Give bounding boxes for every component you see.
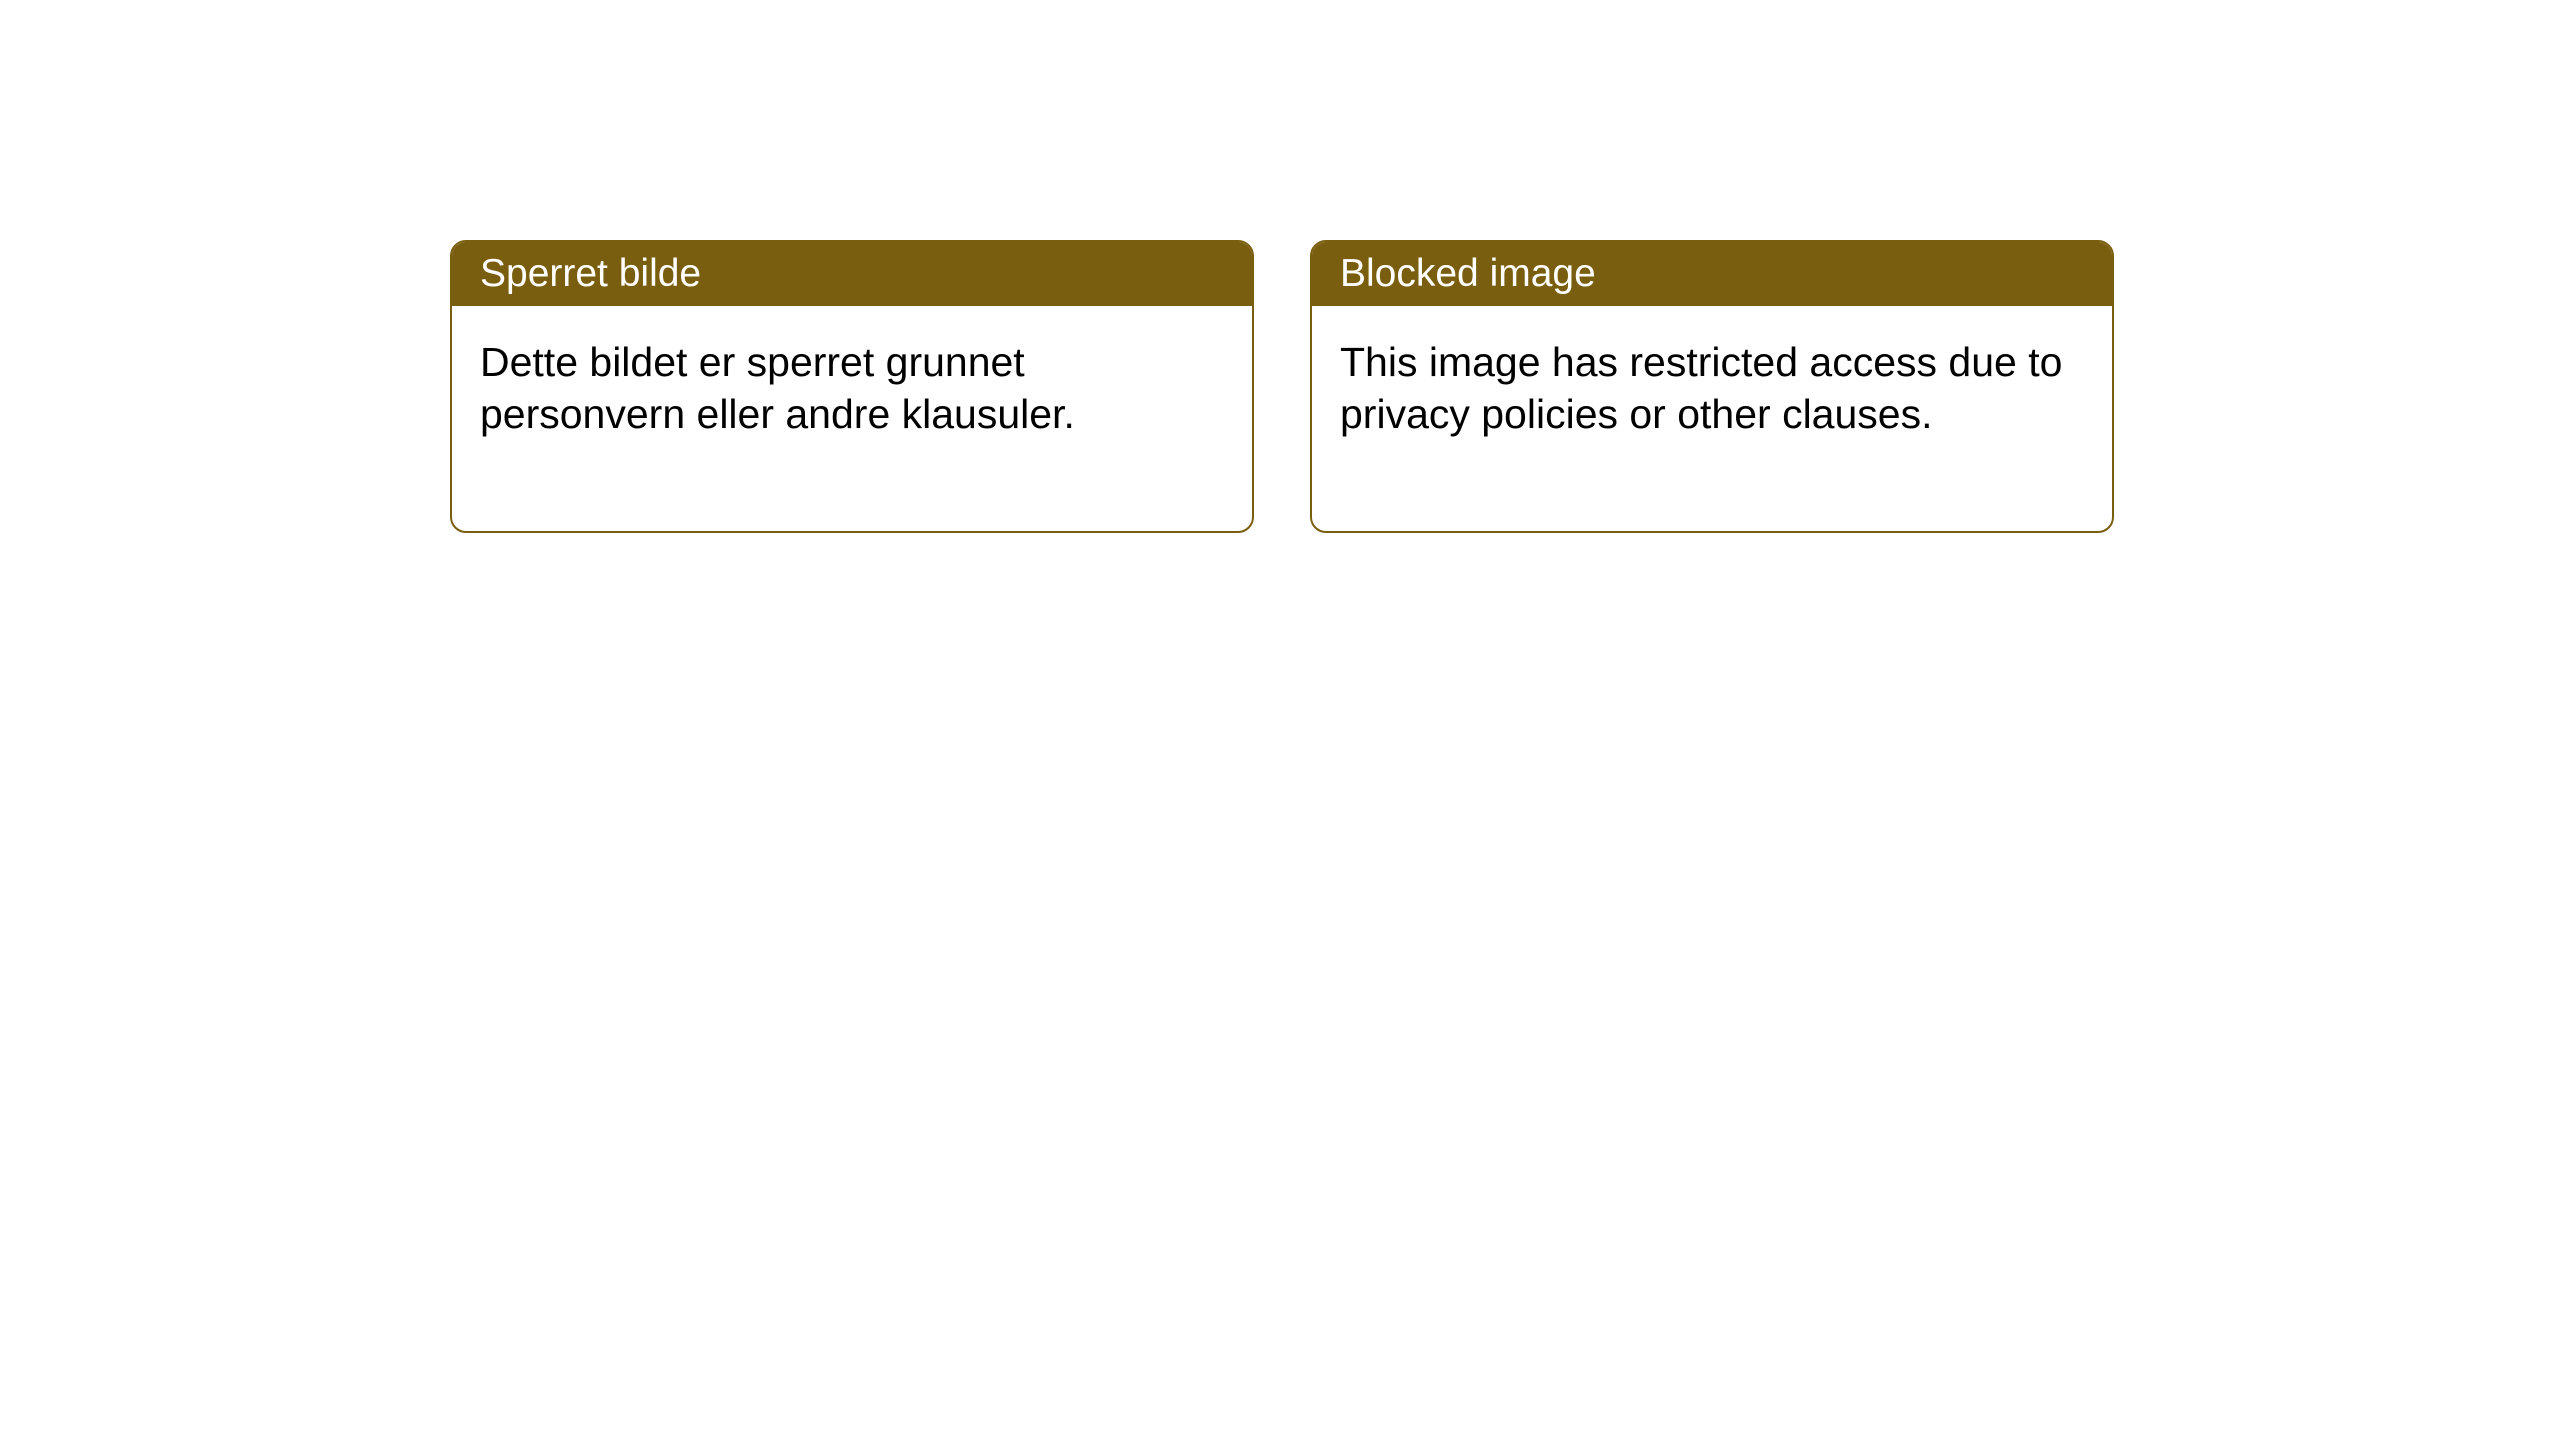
card-title: Sperret bilde bbox=[480, 252, 701, 295]
notice-container: Sperret bilde Dette bildet er sperret gr… bbox=[450, 240, 2114, 533]
card-header: Sperret bilde bbox=[452, 242, 1252, 306]
card-header: Blocked image bbox=[1312, 242, 2112, 306]
card-title: Blocked image bbox=[1340, 252, 1596, 295]
card-body-text: This image has restricted access due to … bbox=[1340, 339, 2062, 437]
card-body-text: Dette bildet er sperret grunnet personve… bbox=[480, 339, 1075, 437]
card-body: Dette bildet er sperret grunnet personve… bbox=[452, 306, 1252, 531]
notice-card-english: Blocked image This image has restricted … bbox=[1310, 240, 2114, 533]
card-body: This image has restricted access due to … bbox=[1312, 306, 2112, 531]
notice-card-norwegian: Sperret bilde Dette bildet er sperret gr… bbox=[450, 240, 1254, 533]
